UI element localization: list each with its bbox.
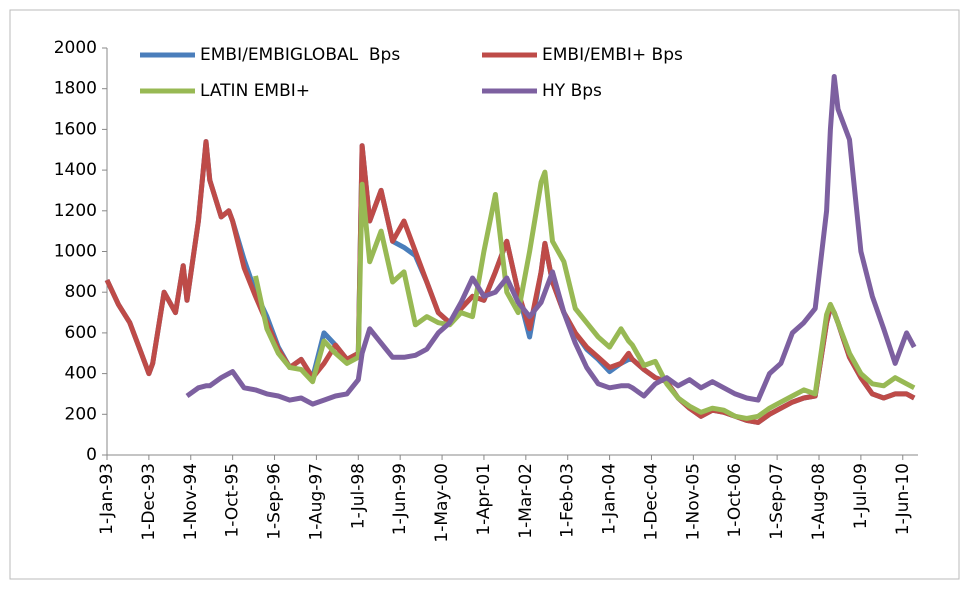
x-tick-label: 1-Dec-04 (641, 463, 661, 541)
y-tick-label: 800 (65, 282, 97, 302)
x-tick-label: 1-Sep-07 (767, 463, 787, 540)
y-tick-label: 1400 (54, 160, 97, 180)
y-tick-label: 200 (65, 404, 97, 424)
legend-label: EMBI/EMBIGLOBAL Bps (200, 45, 400, 65)
y-tick-label: 1800 (54, 79, 97, 99)
x-tick-label: 1-Apr-01 (474, 463, 494, 536)
y-tick-label: 600 (65, 323, 97, 343)
x-tick-label: 1-Sep-96 (265, 463, 285, 540)
x-tick-label: 1-Aug-08 (809, 463, 829, 541)
x-tick-label: 1-Jul-98 (348, 463, 368, 529)
x-tick-label: 1-Jan-04 (600, 463, 620, 535)
legend-label: EMBI/EMBI+ Bps (542, 45, 683, 65)
series-line (104, 139, 916, 425)
y-tick-label: 1000 (54, 242, 97, 262)
x-tick-label: 1-Feb-03 (558, 463, 578, 538)
series-line (253, 169, 916, 421)
x-tick-label: 1-Jun-99 (390, 463, 410, 535)
x-tick-label: 1-Jun-10 (893, 463, 913, 535)
x-tick-label: 1-Oct-06 (725, 463, 745, 538)
legend-label: HY Bps (542, 81, 602, 101)
y-tick-label: 400 (65, 364, 97, 384)
series-line (185, 74, 917, 407)
x-tick-label: 1-Oct-95 (223, 463, 243, 538)
y-tick-label: 2000 (54, 38, 97, 58)
x-tick-label: 1-Aug-97 (306, 463, 326, 541)
x-tick-label: 1-May-00 (432, 463, 452, 543)
x-tick-label: 1-Jan-93 (97, 463, 117, 535)
x-tick-label: 1-Dec-93 (139, 463, 159, 541)
y-tick-label: 0 (86, 445, 97, 465)
y-tick-label: 1200 (54, 201, 97, 221)
x-tick-label: 1-Mar-02 (516, 463, 536, 539)
x-tick-label: 1-Nov-94 (181, 463, 201, 540)
legend-label: LATIN EMBI+ (200, 81, 310, 101)
chart-border (9, 9, 960, 580)
x-tick-label: 1-Nov-05 (683, 463, 703, 540)
x-tick-label: 1-Jul-09 (851, 463, 871, 529)
y-tick-label: 1600 (54, 119, 97, 139)
